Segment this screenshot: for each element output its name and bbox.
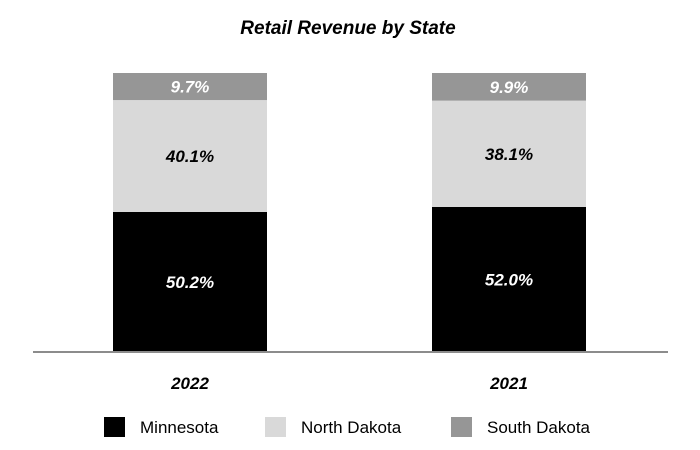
legend-label: North Dakota — [301, 418, 402, 437]
legend-swatch-minnesota — [104, 417, 125, 437]
bar-2021-south-dakota — [432, 73, 586, 101]
data-label: 40.1% — [165, 147, 214, 166]
category-label: 2021 — [489, 374, 528, 393]
category-label: 2022 — [170, 374, 209, 393]
data-label: 9.9% — [490, 78, 529, 97]
data-label: 52.0% — [485, 270, 533, 289]
bar-2021-minnesota — [432, 206, 586, 352]
bar-2022-minnesota — [113, 211, 267, 352]
data-label: 38.1% — [485, 145, 533, 164]
data-label: 9.7% — [171, 78, 210, 97]
legend-swatch-north-dakota — [265, 417, 286, 437]
bars-group: 50.2% 40.1% 9.7% 52.0% 38.1% 9.9% — [113, 73, 586, 352]
category-labels: 2022 2021 — [170, 374, 528, 393]
legend-label: South Dakota — [487, 418, 591, 437]
legend-swatch-south-dakota — [451, 417, 472, 437]
legend: Minnesota North Dakota South Dakota — [104, 417, 591, 437]
bar-2021-north-dakota — [432, 100, 586, 207]
chart-title: Retail Revenue by State — [240, 18, 456, 39]
bar-2022-north-dakota — [113, 100, 267, 212]
data-label: 50.2% — [166, 273, 214, 292]
legend-label: Minnesota — [140, 418, 219, 437]
bar-2022-south-dakota — [113, 73, 267, 101]
